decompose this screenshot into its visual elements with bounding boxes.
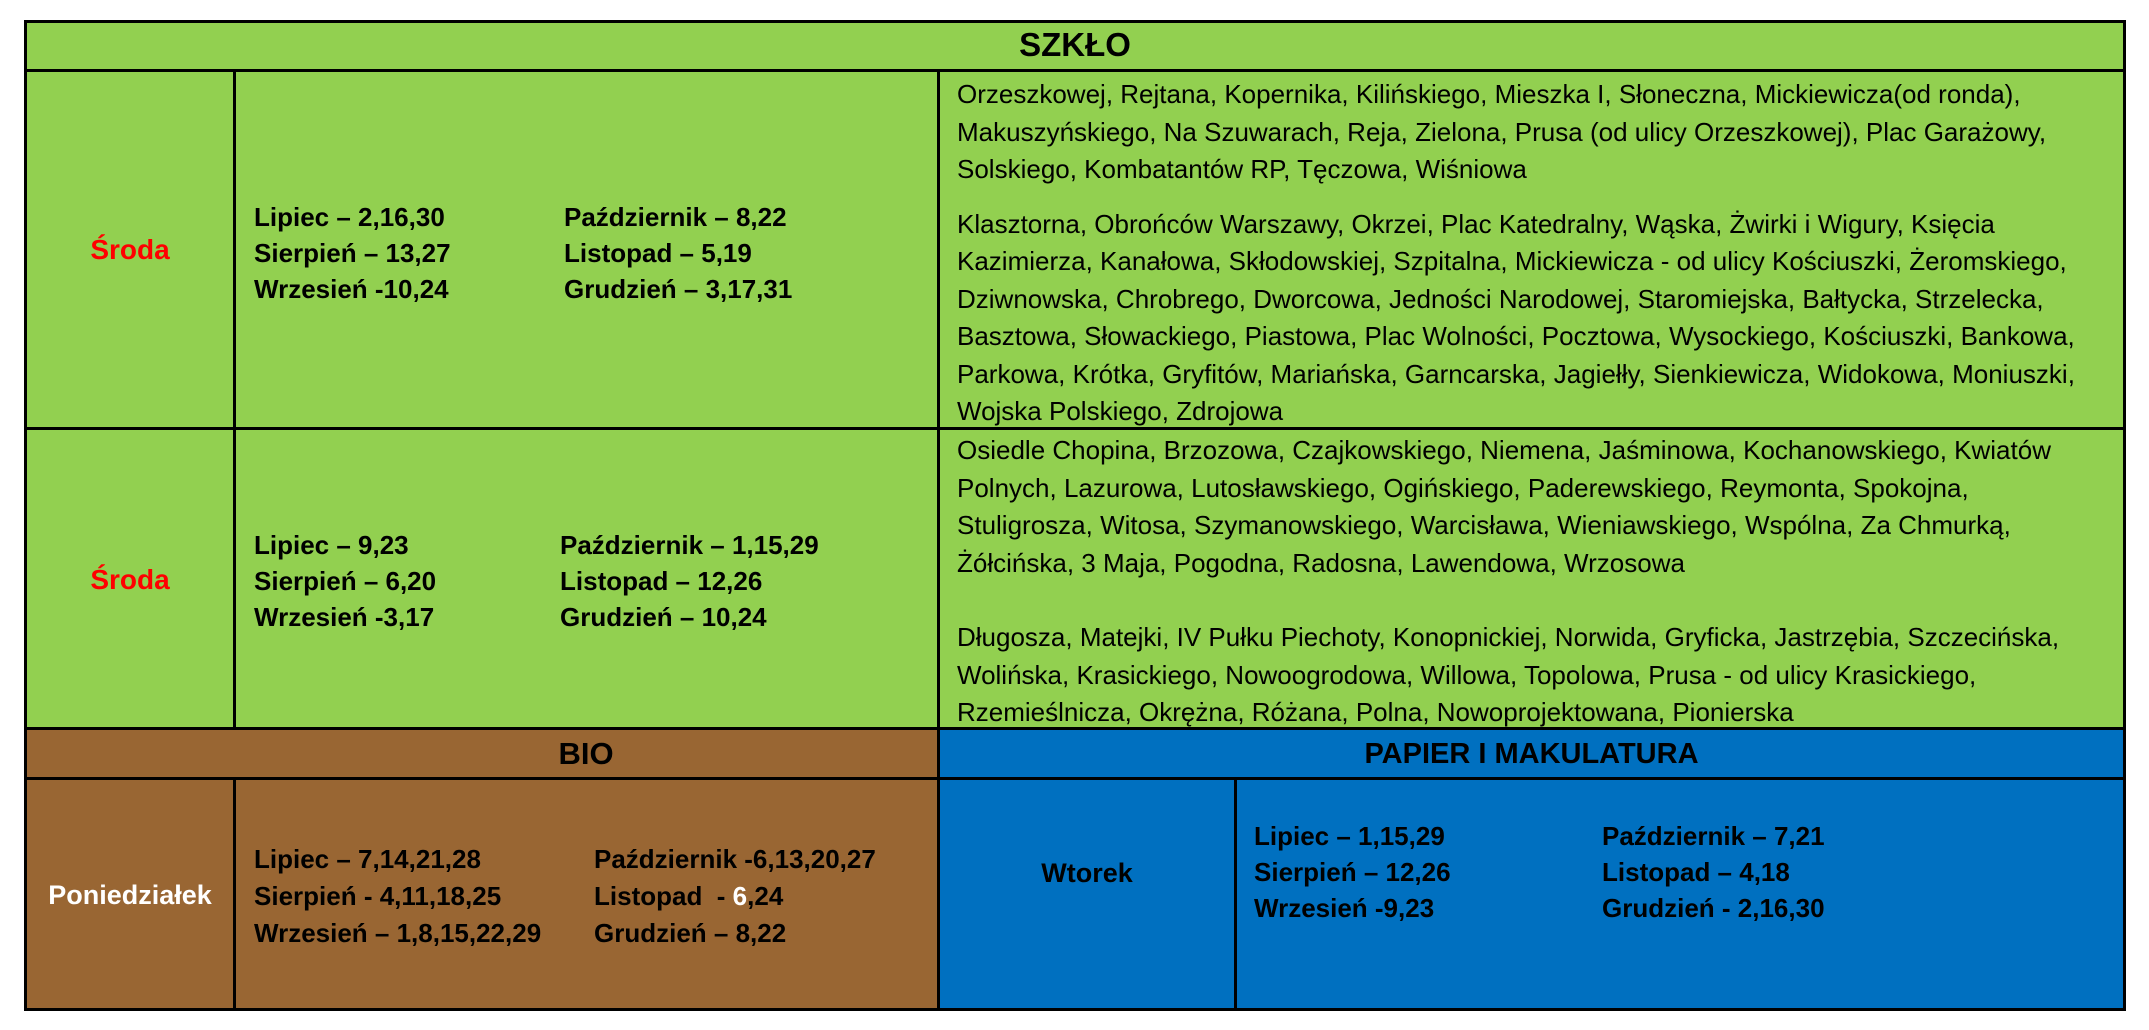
glass-row1-day: Środa bbox=[90, 234, 170, 265]
date-line: Październik – 8,22 bbox=[564, 202, 787, 232]
glass-section bbox=[25, 21, 2124, 729]
border-between-glass-rows bbox=[24, 427, 2126, 430]
date-line: Lipiec – 1,15,29 bbox=[1254, 821, 1445, 851]
glass-row1-dates-left: Lipiec – 2,16,30 Sierpień – 13,27 Wrzesi… bbox=[254, 199, 451, 307]
date-line: Wrzesień – 1,8,15,22,29 bbox=[254, 918, 542, 948]
border-top bbox=[24, 20, 2126, 23]
border-under-glass-title bbox=[24, 69, 2126, 72]
date-line: Grudzień – 10,24 bbox=[560, 602, 767, 632]
paper-title: PAPIER I MAKULATURA bbox=[1364, 738, 1699, 770]
glass-row2-streets: Osiedle Chopina, Brzozowa, Czajkowskiego… bbox=[957, 432, 2107, 732]
highlighted-date: 6 bbox=[732, 881, 748, 911]
bio-day: Poniedziałek bbox=[48, 880, 212, 910]
paper-section bbox=[939, 729, 2124, 1010]
date-line: Wrzesień -9,23 bbox=[1254, 893, 1435, 923]
date-line: Sierpień – 13,27 bbox=[254, 238, 451, 268]
border-under-bottom-titles bbox=[24, 777, 2126, 780]
border-streets-column bbox=[937, 69, 940, 1011]
border-paper-day-column bbox=[1234, 777, 1237, 1011]
glass-row1-dates-right: Październik – 8,22 Listopad – 5,19 Grudz… bbox=[564, 199, 792, 307]
date-line: Grudzień – 8,22 bbox=[594, 918, 787, 948]
glass-row2-dates-right: Październik – 1,15,29 Listopad – 12,26 G… bbox=[560, 527, 819, 635]
border-right bbox=[2123, 20, 2126, 1011]
date-line: Wrzesień -10,24 bbox=[254, 274, 449, 304]
date-line: Październik – 1,15,29 bbox=[560, 530, 819, 560]
glass-row1-streets: Orzeszkowej, Rejtana, Kopernika, Kilińsk… bbox=[957, 76, 2107, 431]
date-line: Sierpień - 4,11,18,25 bbox=[254, 881, 502, 911]
border-left bbox=[24, 20, 27, 1011]
date-text: Listopad - bbox=[594, 881, 733, 911]
date-line: Sierpień – 6,20 bbox=[254, 566, 437, 596]
paper-dates-right: Październik – 7,21 Listopad – 4,18 Grudz… bbox=[1602, 818, 1825, 926]
border-under-glass bbox=[24, 727, 2126, 730]
date-line: Lipiec – 9,23 bbox=[254, 530, 409, 560]
paper-dates-left: Lipiec – 1,15,29 Sierpień – 12,26 Wrzesi… bbox=[1254, 818, 1451, 926]
date-line: Listopad – 12,26 bbox=[560, 566, 763, 596]
date-line: Sierpień – 12,26 bbox=[1254, 857, 1451, 887]
date-line: Wrzesień -3,17 bbox=[254, 602, 435, 632]
bio-title: BIO bbox=[558, 736, 614, 771]
date-text: ,24 bbox=[747, 881, 784, 911]
paper-day: Wtorek bbox=[1041, 858, 1133, 888]
date-line: Listopad – 4,18 bbox=[1602, 857, 1790, 887]
glass-row2-dates-left: Lipiec – 9,23 Sierpień – 6,20 Wrzesień -… bbox=[254, 527, 436, 635]
date-line: Lipiec – 2,16,30 bbox=[254, 202, 445, 232]
date-line: Listopad – 5,19 bbox=[564, 238, 752, 268]
street-list: Orzeszkowej, Rejtana, Kopernika, Kilińsk… bbox=[957, 79, 2047, 184]
border-day-column-row2 bbox=[233, 427, 236, 730]
glass-title: SZKŁO bbox=[1019, 26, 1131, 63]
date-line: Październik – 7,21 bbox=[1602, 821, 1825, 851]
street-list: Klasztorna, Obrońców Warszawy, Okrzei, P… bbox=[957, 208, 2075, 427]
border-day-column bbox=[233, 69, 236, 430]
date-line: Listopad - 6,24 bbox=[594, 878, 876, 915]
date-line: Październik -6,13,20,27 bbox=[594, 844, 876, 874]
date-line: Grudzień - 2,16,30 bbox=[1602, 893, 1825, 923]
glass-row2-day: Środa bbox=[90, 564, 170, 595]
border-day-column-bio bbox=[233, 777, 236, 1011]
street-list: Osiedle Chopina, Brzozowa, Czajkowskiego… bbox=[957, 435, 2051, 578]
street-list: Długosza, Matejki, IV Pułku Piechoty, Ko… bbox=[957, 622, 2060, 727]
bio-dates-left: Lipiec – 7,14,21,28 Sierpień - 4,11,18,2… bbox=[254, 841, 541, 952]
bio-dates-right: Październik -6,13,20,27 Listopad - 6,24 … bbox=[594, 841, 876, 952]
bio-section bbox=[25, 729, 939, 1010]
border-bottom bbox=[24, 1008, 2126, 1011]
date-line: Grudzień – 3,17,31 bbox=[564, 274, 793, 304]
date-line: Lipiec – 7,14,21,28 bbox=[254, 844, 481, 874]
